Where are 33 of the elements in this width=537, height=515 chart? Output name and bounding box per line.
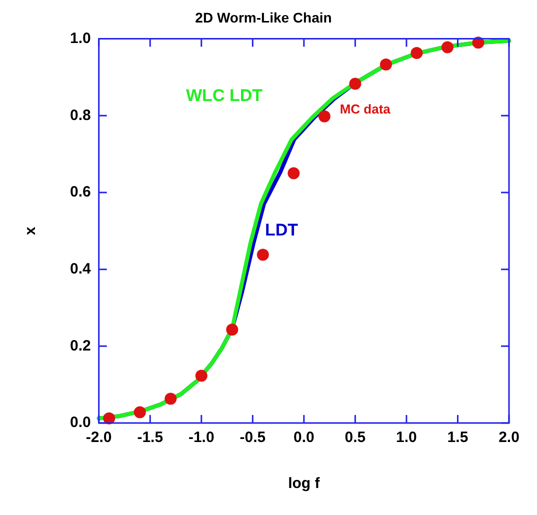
x-tick-label: -2.0 — [86, 429, 112, 446]
x-tick-label: 1.5 — [447, 429, 468, 446]
x-tick-label: -1.5 — [137, 429, 164, 446]
y-tick-label: 1.0 — [70, 30, 91, 47]
y-tick-label: 0.2 — [70, 337, 91, 354]
y-tick-label: 0.6 — [70, 184, 91, 201]
text: WLC LDT — [186, 86, 264, 106]
chart-title: 2D Worm-Like Chain — [195, 9, 332, 26]
point — [349, 78, 362, 90]
x-tick-label: 0.0 — [293, 429, 314, 446]
y-axis-title: x — [22, 226, 40, 236]
point — [134, 406, 146, 418]
y-tick-label: 0.4 — [70, 260, 92, 278]
x-tick-label: 1.0 — [396, 429, 417, 446]
x-axis-title: log f — [288, 475, 321, 492]
point — [441, 41, 454, 54]
point — [226, 324, 238, 336]
x-tick-label: -0.5 — [240, 429, 266, 446]
x-tick-label: -1.0 — [188, 429, 214, 446]
point — [164, 392, 177, 405]
series-label: MC data — [340, 101, 392, 116]
point — [410, 47, 423, 60]
point — [195, 370, 208, 382]
point — [288, 167, 300, 180]
x-tick-label: 2.0 — [498, 429, 520, 446]
point — [256, 248, 269, 261]
x-tick-label: 0.5 — [344, 429, 366, 446]
y-tick-label: 0.8 — [70, 106, 91, 124]
point — [318, 110, 330, 122]
point — [103, 412, 116, 424]
y-tick-label: 0.0 — [70, 414, 91, 432]
point — [380, 58, 392, 71]
series-label: LDT — [264, 220, 299, 240]
